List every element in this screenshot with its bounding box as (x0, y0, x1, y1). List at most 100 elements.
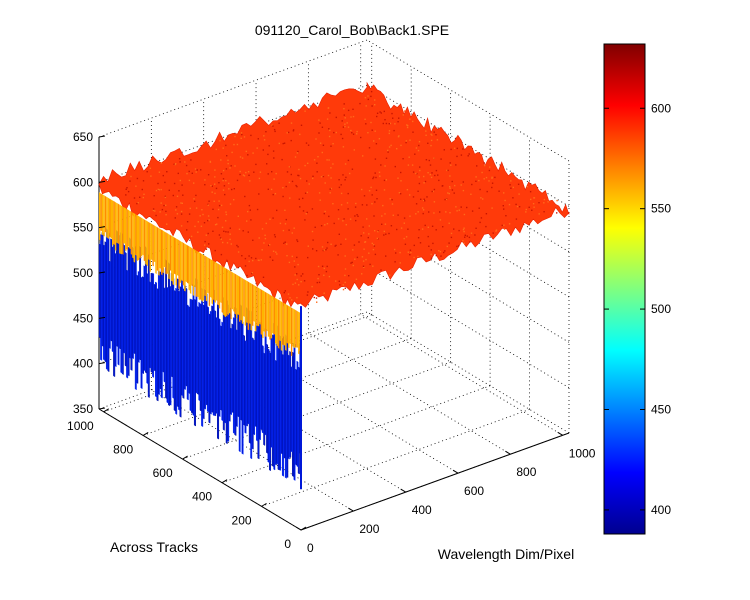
surface-texel (342, 174, 344, 176)
surface-texel (432, 190, 434, 193)
surface-texel (348, 275, 350, 277)
z-tick (98, 226, 106, 229)
surface-edge-strip (223, 266, 225, 316)
surface-texel (158, 189, 160, 191)
surface-texel (364, 97, 367, 99)
surface-texel (391, 203, 394, 205)
surface-texel (286, 243, 288, 245)
surface-texel (392, 117, 394, 119)
surface-texel (391, 199, 393, 201)
surface-edge-strip (107, 197, 110, 239)
surface-texel (397, 177, 399, 179)
surface-texel (188, 170, 190, 173)
surface-texel (322, 144, 325, 146)
surface-texel (528, 206, 530, 208)
surface-edge-strip (259, 288, 261, 325)
surface-edge-strip (276, 298, 278, 347)
surface-texel (485, 225, 487, 228)
surface-edge-strip (159, 228, 161, 269)
surface-texel (272, 259, 274, 261)
surface-edge-strip (138, 215, 140, 261)
surface-texel (475, 176, 477, 178)
surface-wall-strip (98, 243, 101, 339)
surface-texel (222, 169, 225, 172)
surface-texel (362, 265, 365, 267)
surface-edge-strip (213, 260, 215, 301)
surface-texel (415, 213, 417, 215)
x-tick (400, 488, 406, 493)
surface-edge-strip (179, 240, 182, 284)
surface-edge-strip (224, 267, 226, 318)
surface-texel (366, 204, 368, 206)
surface-texel (196, 169, 198, 171)
surface-texel (328, 159, 330, 161)
surface-texel (435, 134, 437, 136)
surface-texel (338, 179, 340, 181)
surface-texel (324, 182, 326, 184)
surface-texel (491, 182, 494, 184)
surface-texel (403, 222, 405, 224)
surface-edge-strip (289, 306, 291, 345)
surface-texel (543, 198, 546, 201)
surface-texel (239, 170, 241, 173)
surface-edge-strip (262, 290, 264, 339)
surface-texel (385, 255, 387, 257)
surface-texel (340, 133, 342, 136)
surface-texel (273, 178, 275, 180)
surface-texel (204, 244, 206, 246)
surface-texel (225, 220, 227, 222)
surface-texel (249, 180, 251, 182)
surface-texel (379, 175, 381, 177)
surface-texel (388, 132, 390, 135)
surface-texel (532, 203, 535, 205)
surface-texel (423, 198, 425, 200)
surface-texel (475, 180, 477, 182)
surface-texel (252, 259, 254, 262)
surface-edge-strip (286, 304, 288, 344)
colorbar-tick-label: 600 (651, 101, 671, 115)
surface-texel (237, 246, 239, 248)
z-tick-label: 500 (73, 266, 93, 280)
surface-texel (431, 172, 433, 174)
surface-texel (189, 207, 191, 210)
surface-texel (299, 206, 301, 208)
surface-texel (427, 172, 429, 174)
surface-wall-strip (221, 321, 224, 422)
y-tick-label: 0 (284, 537, 291, 551)
surface-texel (374, 99, 376, 101)
surface-edge-strip (243, 278, 245, 317)
surface-texel (335, 244, 337, 247)
surface-texel (125, 194, 127, 196)
surface-wall-strip (198, 301, 201, 402)
surface-texel (389, 122, 392, 125)
surface-texel (467, 155, 469, 157)
surface-texel (186, 172, 188, 175)
surface-texel (444, 250, 446, 252)
surface-texel (344, 281, 346, 284)
surface-edge-strip (195, 250, 198, 298)
surface-texel (396, 148, 398, 150)
surface-texel (298, 174, 300, 177)
surface-edge-strip (184, 243, 186, 292)
surface-texel (423, 175, 425, 178)
surface-edge-strip (292, 308, 294, 347)
z-tick (98, 407, 106, 410)
surface-edge-strip (296, 310, 299, 348)
grid-line (308, 332, 511, 455)
surface-texel (498, 190, 500, 192)
surface-texel (263, 242, 265, 244)
surface-texel (453, 147, 456, 149)
surface-texel (200, 225, 203, 227)
surface-texel (241, 255, 243, 257)
y-tick (221, 479, 228, 484)
surface-texel (393, 129, 395, 132)
surface-texel (374, 172, 376, 174)
surface-texel (231, 151, 233, 154)
surface-texel (356, 130, 358, 133)
surface-texel (349, 172, 351, 175)
surface-texel (312, 177, 314, 180)
surface-texel (178, 158, 181, 160)
surface-texel (194, 225, 196, 228)
surface-texel (460, 206, 462, 208)
grid-line (366, 311, 570, 434)
